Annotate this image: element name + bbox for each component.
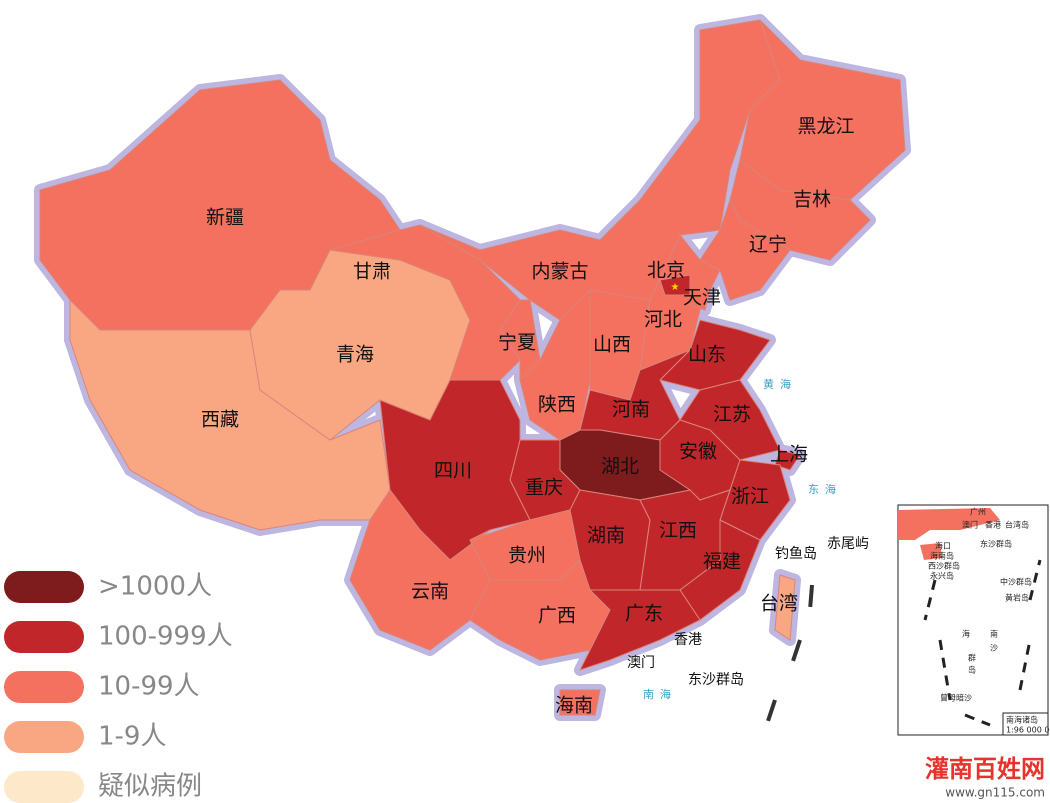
sea-label: 东海 <box>808 482 842 496</box>
inset-hainan <box>920 543 942 560</box>
province-label: 西藏 <box>201 409 239 431</box>
legend-swatch <box>4 671 84 703</box>
inset-label: 东沙群岛 <box>980 539 1012 549</box>
province-label: 重庆 <box>525 477 563 499</box>
province-label: 青海 <box>336 344 374 366</box>
province-label: 天津 <box>683 287 721 309</box>
provinces <box>39 19 906 716</box>
inset-label: 黄岩岛 <box>1005 593 1029 603</box>
place-label: 香港 <box>674 632 702 648</box>
inset-label: 广州 <box>970 507 986 517</box>
legend-swatch <box>4 621 84 653</box>
inset-label: 澳门 <box>962 520 978 530</box>
province-label: 广西 <box>538 605 576 627</box>
inset-scale: 1:96 000 000 <box>1006 726 1050 735</box>
province <box>579 589 701 671</box>
province <box>659 319 771 391</box>
legend-swatch <box>4 721 84 753</box>
province <box>774 574 796 641</box>
inset-label: 曾母暗沙 <box>940 693 972 703</box>
legend-swatch <box>4 771 84 803</box>
watermark-url: www.gn115.com <box>945 786 1045 800</box>
place-label: 澳门 <box>627 655 655 671</box>
province-label: 安徽 <box>679 441 717 463</box>
inset-title: 南海诸岛 <box>1006 715 1038 725</box>
province-label: 广东 <box>625 603 663 625</box>
sea-label: 黄海 <box>763 377 797 391</box>
province-label: 甘肃 <box>353 261 391 283</box>
province-label: 辽宁 <box>749 234 787 256</box>
inset-label: 香港 <box>985 520 1001 530</box>
province-label: 云南 <box>411 581 449 603</box>
province-label: 黑龙江 <box>797 116 854 138</box>
legend-label: 100-999人 <box>98 622 233 652</box>
inset-land <box>898 508 1000 540</box>
inset-label: 沙 <box>990 644 998 653</box>
province-label: 河南 <box>612 399 650 421</box>
inset-label: 群 <box>968 653 976 663</box>
province-label: 上海 <box>770 444 808 466</box>
inset-label: 南 <box>990 629 998 639</box>
inset-label: 海口 <box>935 541 951 551</box>
legend-label: 10-99人 <box>98 672 200 702</box>
province-label: 河北 <box>644 309 682 331</box>
legend-swatch <box>4 571 84 603</box>
province-label: 湖南 <box>587 525 625 547</box>
province-label: 台湾 <box>760 593 798 615</box>
province-label: 吉林 <box>793 189 831 211</box>
inset-label: 中沙群岛 <box>1000 577 1032 587</box>
capital-star: ★ <box>671 282 680 293</box>
province-label: 新疆 <box>206 207 244 229</box>
province <box>774 449 801 471</box>
boundary-line <box>763 584 814 731</box>
province-label: 江苏 <box>713 404 751 426</box>
inset-label: 海 <box>962 629 970 639</box>
legend-label: >1000人 <box>98 572 212 602</box>
place-label: 赤尾屿 <box>827 536 869 552</box>
watermark-name: 灌南百姓网 <box>925 755 1045 783</box>
place-label: 东沙群岛 <box>688 672 744 688</box>
province-label: 山东 <box>688 344 726 366</box>
province-label: 贵州 <box>508 545 546 567</box>
inset-boundary <box>923 559 1042 727</box>
legend-label: 疑似病例 <box>98 772 202 802</box>
province-label: 北京 <box>647 260 685 282</box>
province-label: 湖北 <box>601 456 639 478</box>
province-label: 山西 <box>593 334 631 356</box>
province-label: 浙江 <box>731 486 769 508</box>
province-label: 陕西 <box>538 394 576 416</box>
sea-label: 南海 <box>643 687 677 701</box>
province-label: 江西 <box>659 520 697 542</box>
inset-label: 岛 <box>968 665 976 675</box>
dashed-border <box>763 584 814 731</box>
place-label: 钓鱼岛 <box>775 545 817 562</box>
inset-frame <box>897 504 1049 736</box>
province-label: 海南 <box>555 695 593 717</box>
legend-label: 1-9人 <box>98 722 166 752</box>
province-label: 内蒙古 <box>531 261 588 283</box>
inset-label: 台湾岛 <box>1005 520 1029 530</box>
inset-label: 永兴岛 <box>930 571 954 581</box>
province <box>689 289 711 311</box>
inset-label: 海南岛 <box>930 551 954 561</box>
province-label: 福建 <box>703 551 741 573</box>
inset-title-box <box>1002 712 1049 736</box>
province-label: 四川 <box>434 460 472 482</box>
inset-label: 西沙群岛 <box>928 561 960 571</box>
province <box>559 689 601 716</box>
province-label: 宁夏 <box>498 332 536 354</box>
province <box>699 198 791 301</box>
